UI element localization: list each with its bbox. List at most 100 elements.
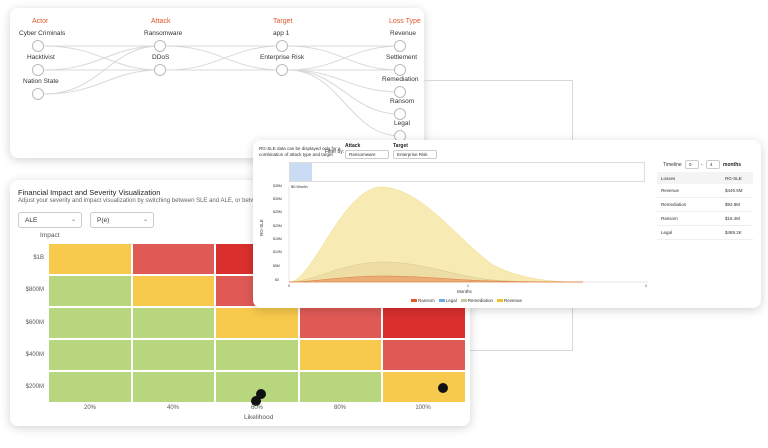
heatmap-cell[interactable]: [382, 371, 466, 403]
heatmap-cell[interactable]: [48, 307, 132, 339]
heatmap-cell[interactable]: [48, 371, 132, 403]
column-header-loss-type: Loss Type: [389, 18, 421, 25]
heatmap-card: Financial Impact and Severity Visualizat…: [10, 180, 470, 426]
loss-type-label: Legal: [394, 120, 410, 127]
actor-node[interactable]: [32, 64, 44, 76]
heatmap-cell[interactable]: [382, 307, 466, 339]
actor-node[interactable]: [32, 40, 44, 52]
heatmap-cell[interactable]: [131, 371, 216, 403]
x-tick: 0: [288, 284, 290, 288]
heatmap-cell[interactable]: [48, 339, 132, 371]
timeline-to-input[interactable]: 4: [706, 160, 720, 169]
heatmap-cell[interactable]: [215, 339, 299, 371]
table-row: Ransom $16.4M: [657, 212, 753, 226]
connector-line: [572, 80, 573, 140]
heatmap-cell[interactable]: [131, 275, 216, 307]
frequency-select[interactable]: P(e) ⌄: [90, 212, 154, 228]
loss-type-node[interactable]: [394, 40, 406, 52]
loss-type-node[interactable]: [394, 86, 406, 98]
timeline-label: Timeline: [663, 162, 682, 168]
x-tick: 40%: [166, 405, 179, 411]
legend-label: Legal: [445, 298, 457, 303]
legend-label: Ransom: [418, 298, 435, 303]
target-filter-select[interactable]: Enterprise Risk: [393, 150, 437, 159]
heatmap-cell[interactable]: [298, 339, 383, 371]
y-tick: $25M: [273, 210, 282, 214]
attack-node[interactable]: [154, 40, 166, 52]
ransom-area: [288, 275, 584, 283]
table-row: Legal $489.2K: [657, 226, 753, 240]
heatmap-cell[interactable]: [131, 339, 216, 371]
attack-node[interactable]: [154, 64, 166, 76]
heatmap-cell[interactable]: [131, 243, 216, 275]
loss-name: Ransom: [661, 216, 678, 221]
metric-select[interactable]: ALE ⌄: [18, 212, 82, 228]
y-tick: $0: [275, 278, 279, 282]
sle-note: RG-SLE data can be displayed only for a: [259, 146, 341, 151]
attack-filter-label: Attack: [345, 143, 361, 149]
connector-line: [470, 350, 572, 351]
y-tick: $20M: [273, 224, 282, 228]
y-tick: $10M: [273, 250, 282, 254]
legend-item[interactable]: Legal: [438, 298, 457, 304]
sle-x-axis-label: Months: [457, 289, 472, 294]
connector-line: [572, 308, 573, 351]
risk-point[interactable]: [256, 389, 266, 399]
legend-item[interactable]: Revenue: [497, 298, 522, 304]
connector-line: [424, 80, 572, 81]
x-tick: 80%: [333, 405, 346, 411]
heatmap-cell[interactable]: [131, 307, 216, 339]
y-tick: $5M: [273, 264, 280, 268]
loss-type-node[interactable]: [394, 64, 406, 76]
heatmap-cell[interactable]: [48, 243, 132, 275]
actor-node[interactable]: [32, 88, 44, 100]
legend-label: Revenue: [504, 298, 523, 303]
column-header-attack: Attack: [151, 18, 171, 25]
y-tick: $35M: [273, 184, 282, 188]
loss-value: $489.2K: [725, 230, 742, 235]
timeline-separator: -: [701, 162, 703, 168]
loss-name: Remediation: [661, 202, 687, 207]
actor-label: Nation State: [23, 78, 59, 85]
legend-label: Remediation: [467, 298, 494, 303]
heatmap-cell[interactable]: [298, 307, 383, 339]
loss-name: Revenue: [661, 188, 680, 193]
legend-item[interactable]: Remediation: [460, 298, 494, 304]
timeline-to-value: 4: [710, 162, 713, 167]
x-tick: 100%: [415, 405, 431, 411]
y-tick: $30M: [273, 197, 282, 201]
sle-note: combination of attack type and target: [259, 152, 333, 157]
target-node[interactable]: [276, 40, 288, 52]
y-tick: $1B: [33, 255, 44, 261]
range-navigator[interactable]: [289, 162, 645, 182]
timeline-from-input[interactable]: 0: [685, 160, 699, 169]
risk-point[interactable]: [438, 383, 448, 393]
rg-sle-card: RG-SLE data can be displayed only for a …: [253, 140, 761, 308]
legend-swatch: [497, 299, 504, 302]
heatmap-cell[interactable]: [215, 307, 299, 339]
loss-type-node[interactable]: [394, 108, 406, 120]
y-tick: $800M: [25, 287, 44, 293]
loss-type-label: Remediation: [382, 76, 419, 83]
rg-sle-chart: [288, 186, 648, 283]
heatmap-title: Financial Impact and Severity Visualizat…: [18, 188, 161, 197]
y-tick: $400M: [25, 352, 44, 358]
table-row: Remediation $93.9M: [657, 198, 753, 212]
loss-type-label: Revenue: [390, 30, 417, 37]
heatmap-cell[interactable]: [298, 371, 383, 403]
attack-filter-select[interactable]: Ransomware: [345, 150, 389, 159]
column-header-target: Target: [273, 18, 293, 25]
loss-type-label: Settlement: [386, 54, 418, 61]
heatmap-cell[interactable]: [48, 275, 132, 307]
actor-label: Cyber Criminals: [19, 30, 66, 37]
x-tick: 2: [645, 284, 647, 288]
range-selection-handle[interactable]: [290, 163, 312, 181]
heatmap-cell[interactable]: [382, 339, 466, 371]
target-node[interactable]: [276, 64, 288, 76]
frequency-select-value: P(e): [97, 217, 110, 224]
table-row: Revenue $449.5M: [657, 184, 753, 198]
risk-point[interactable]: [251, 396, 261, 406]
attack-filter-value: Ransomware: [349, 152, 376, 157]
legend-item[interactable]: Ransom: [411, 298, 435, 304]
y-tick: $600M: [25, 320, 44, 326]
